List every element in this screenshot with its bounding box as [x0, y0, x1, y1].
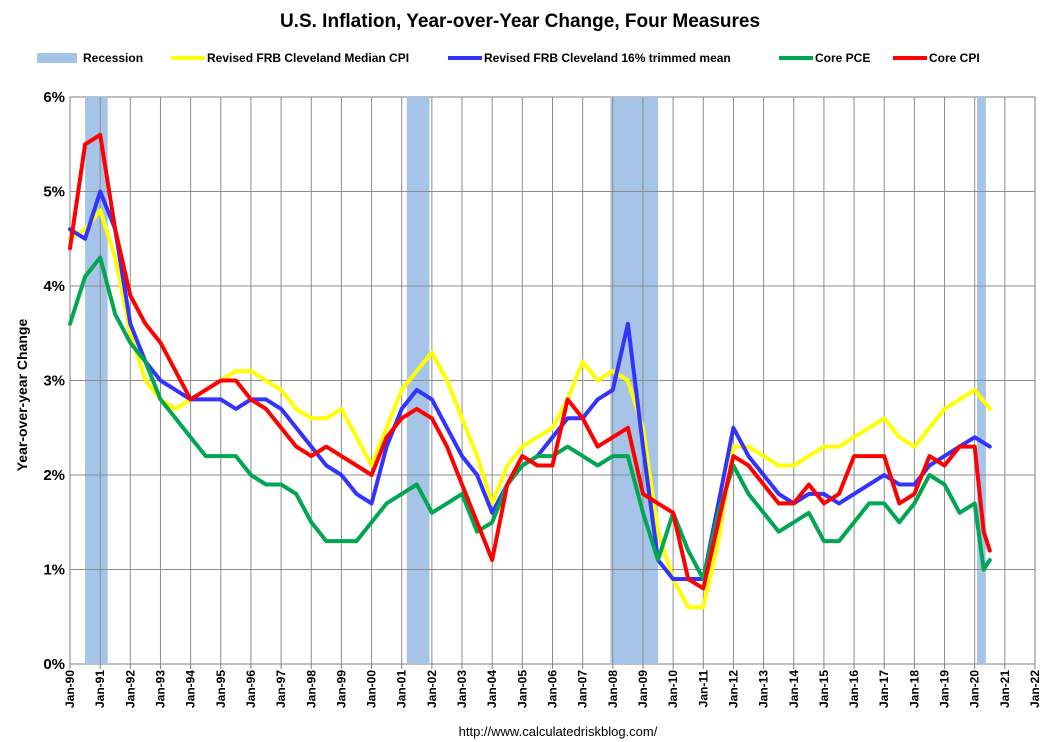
x-tick-label: Jan-16: [847, 670, 861, 708]
x-tick-label: Jan-11: [696, 670, 710, 708]
x-tick-label: Jan-92: [123, 670, 137, 708]
x-tick-label: Jan-90: [63, 670, 77, 708]
y-tick-label: 4%: [43, 278, 65, 295]
legend-label-core-cpi: Core CPI: [929, 51, 980, 65]
x-tick-label: Jan-12: [726, 670, 740, 708]
y-axis-label: Year-over-year Change: [14, 319, 30, 472]
x-tick-label: Jan-22: [1028, 670, 1042, 708]
x-tick-label: Jan-99: [334, 670, 348, 708]
x-tick-label: Jan-98: [304, 670, 318, 708]
x-tick-label: Jan-13: [757, 670, 771, 708]
y-axis-ticks: 0% 1% 2% 3% 4% 5% 6%: [43, 89, 65, 673]
y-tick-label: 5%: [43, 184, 65, 201]
x-tick-label: Jan-03: [455, 670, 469, 708]
x-axis-ticks: Jan-90 Jan-91 Jan-92 Jan-93 Jan-94 Jan-95 Jan-…: [63, 664, 1042, 708]
chart-title: U.S. Inflation, Year-over-Year Change, F…: [280, 11, 760, 32]
x-tick-label: Jan-05: [515, 670, 529, 708]
x-tick-label: Jan-09: [636, 670, 650, 708]
x-tick-label: Jan-91: [93, 670, 107, 708]
y-tick-label: 3%: [43, 373, 65, 390]
x-tick-label: Jan-04: [485, 670, 499, 708]
x-tick-label: Jan-19: [938, 670, 952, 708]
series-lines: [68, 132, 992, 610]
x-tick-label: Jan-21: [998, 670, 1012, 708]
legend-label-recession: Recession: [83, 51, 143, 65]
x-tick-label: Jan-14: [787, 670, 801, 708]
x-tick-label: Jan-08: [606, 670, 620, 708]
y-tick-label: 0%: [43, 656, 65, 673]
x-tick-label: Jan-97: [274, 670, 288, 708]
x-tick-label: Jan-95: [214, 670, 228, 708]
x-tick-label: Jan-93: [153, 670, 167, 708]
source-url: http://www.calculatedriskblog.com/: [459, 724, 658, 739]
x-tick-label: Jan-06: [546, 670, 560, 708]
y-tick-label: 6%: [43, 89, 65, 106]
legend-label-revised-frb-cleveland-median-cpi: Revised FRB Cleveland Median CPI: [207, 51, 409, 65]
legend-swatch-recession: [37, 53, 77, 63]
x-tick-label: Jan-10: [666, 670, 680, 708]
x-tick-label: Jan-96: [244, 670, 258, 708]
x-tick-label: Jan-02: [425, 670, 439, 708]
legend-label-revised-frb-cleveland-16-trimmed-mean: Revised FRB Cleveland 16% trimmed mean: [484, 51, 731, 65]
series-line-core-cpi: [68, 132, 992, 591]
x-tick-label: Jan-07: [576, 670, 590, 708]
series-line-core-pce: [68, 255, 992, 581]
y-tick-label: 2%: [43, 467, 65, 484]
x-tick-label: Jan-17: [877, 670, 891, 708]
x-tick-label: Jan-18: [907, 670, 921, 708]
legend: Recession Revised FRB Cleveland Median CP…: [37, 51, 980, 65]
x-tick-label: Jan-00: [365, 670, 379, 708]
x-tick-label: Jan-94: [184, 670, 198, 708]
x-tick-label: Jan-15: [817, 670, 831, 708]
y-tick-label: 1%: [43, 562, 65, 579]
legend-label-core-pce: Core PCE: [815, 51, 870, 65]
x-tick-label: Jan-01: [395, 670, 409, 708]
x-tick-label: Jan-20: [968, 670, 982, 708]
